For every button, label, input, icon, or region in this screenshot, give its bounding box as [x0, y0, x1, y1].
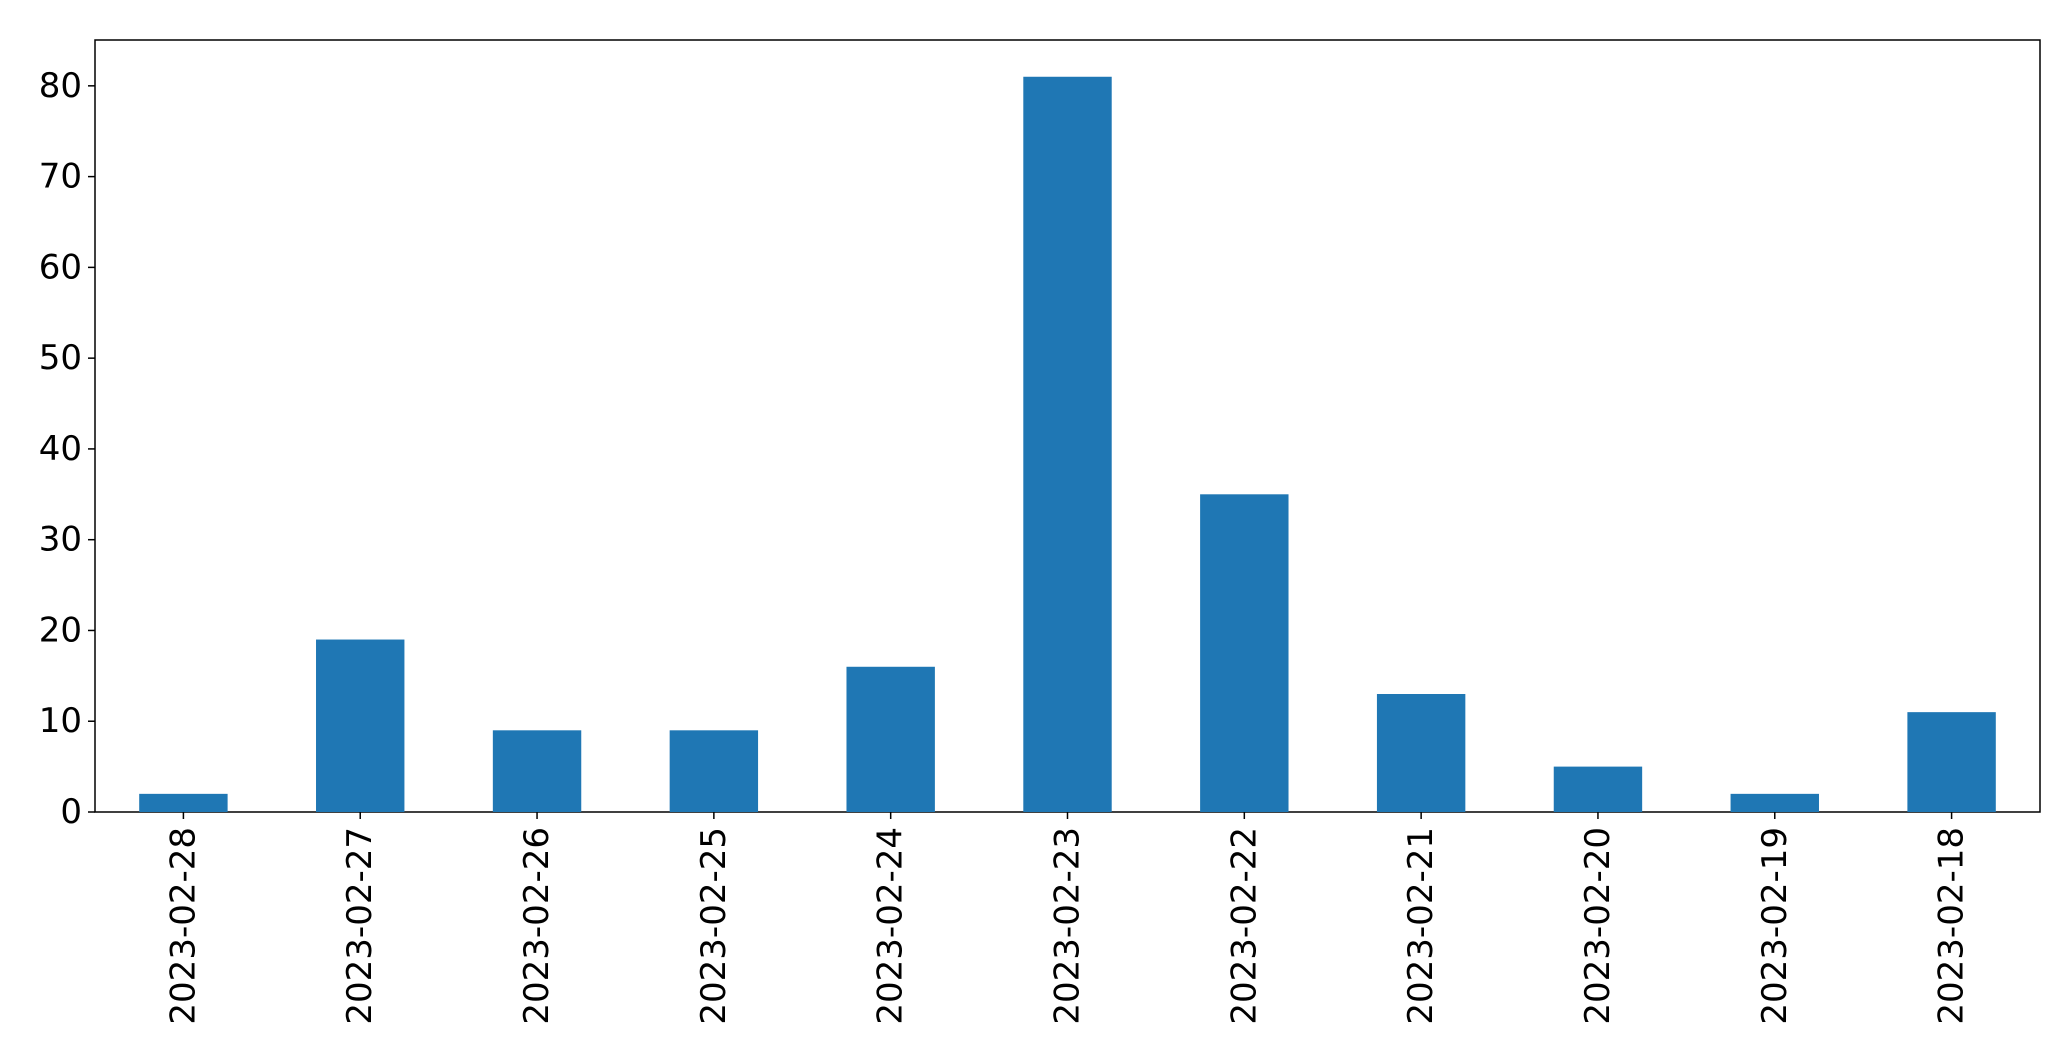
y-axis: 0 10 20 30 40 50 60 70 80 [39, 66, 95, 832]
bar-2023-02-28 [139, 793, 228, 812]
x-tick-label-2023-02-20: 2023-02-20 [1578, 827, 1618, 1025]
y-tick-label-0: 0 [60, 792, 82, 832]
y-tick-label-60: 60 [39, 247, 82, 287]
bar-2023-02-22 [1200, 494, 1289, 812]
bar-2023-02-20 [1553, 766, 1643, 812]
bar-2023-02-25 [669, 730, 759, 812]
y-tick-label-50: 50 [39, 338, 82, 378]
bar-2023-02-23 [1023, 76, 1112, 812]
bar-2023-02-21 [1376, 694, 1466, 812]
x-tick-label-2023-02-18: 2023-02-18 [1932, 827, 1972, 1025]
x-tick-label-2023-02-25: 2023-02-25 [694, 827, 734, 1025]
y-tick-label-10: 10 [39, 701, 82, 741]
bar-2023-02-24 [846, 666, 935, 812]
bar-2023-02-18 [1907, 712, 1996, 812]
x-tick-label-2023-02-24: 2023-02-24 [871, 827, 911, 1025]
y-tick-label-40: 40 [39, 429, 82, 469]
y-tick-label-30: 30 [39, 520, 82, 560]
bar-2023-02-19 [1730, 793, 1819, 812]
bars-group [139, 76, 1996, 812]
x-tick-label-2023-02-22: 2023-02-22 [1224, 827, 1264, 1025]
x-tick-label-2023-02-27: 2023-02-27 [340, 827, 380, 1025]
x-axis: 2023-02-28 2023-02-27 2023-02-26 2023-02-25… [163, 812, 1972, 1025]
bar-2023-02-26 [492, 730, 582, 812]
bar-2023-02-27 [316, 639, 405, 812]
y-tick-label-80: 80 [39, 66, 82, 106]
x-tick-label-2023-02-28: 2023-02-28 [163, 827, 203, 1025]
x-tick-label-2023-02-26: 2023-02-26 [517, 827, 557, 1025]
y-tick-label-70: 70 [39, 157, 82, 197]
y-tick-label-20: 20 [39, 610, 82, 650]
x-tick-label-2023-02-21: 2023-02-21 [1401, 827, 1441, 1025]
x-tick-label-2023-02-23: 2023-02-23 [1048, 827, 1088, 1025]
x-tick-label-2023-02-19: 2023-02-19 [1755, 827, 1795, 1025]
